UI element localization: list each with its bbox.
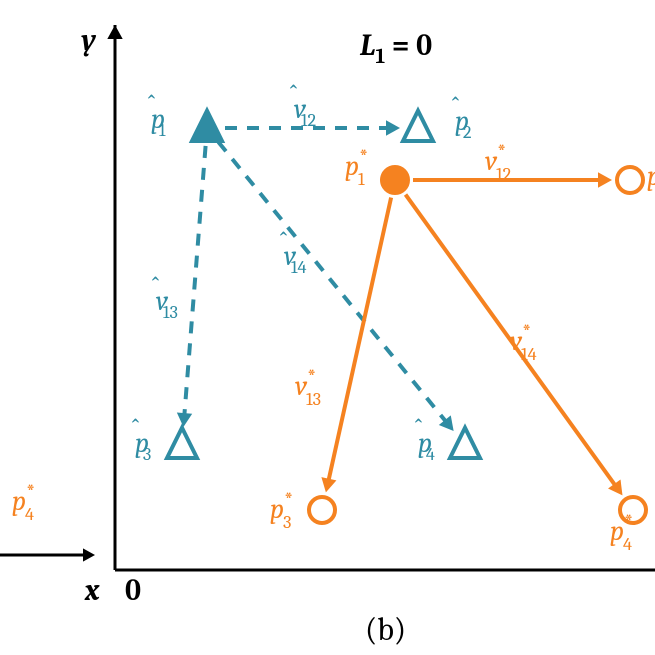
svg-text:pˆ2: pˆ2 (452, 91, 472, 143)
svg-text:p*2: p*2 (647, 155, 655, 200)
svg-text:vˆ13: vˆ13 (152, 271, 178, 323)
svg-text:p*4: p*4 (12, 480, 35, 525)
svg-text:0: 0 (125, 573, 141, 608)
svg-text:v*14: v*14 (510, 320, 537, 365)
svg-text:x: x (84, 573, 100, 608)
svg-text:vˆ12: vˆ12 (290, 79, 317, 131)
svg-text:p*1: p*1 (345, 145, 368, 190)
svg-text:(b): (b) (365, 611, 406, 648)
svg-text:L1 = 0: L1 = 0 (359, 28, 432, 69)
svg-text:pˆ1: pˆ1 (148, 89, 166, 141)
svg-text:p*3: p*3 (270, 488, 293, 533)
svg-text:v*13: v*13 (295, 365, 321, 410)
svg-text:p*4: p*4 (610, 510, 633, 555)
diagram-canvas: xy0L1 = 0(b)vˆ12vˆ13vˆ14v*12v*13v*14pˆ1p… (0, 0, 655, 655)
svg-text:pˆ4: pˆ4 (415, 413, 435, 465)
svg-text:y: y (80, 23, 96, 58)
svg-text:pˆ3: pˆ3 (132, 413, 151, 465)
